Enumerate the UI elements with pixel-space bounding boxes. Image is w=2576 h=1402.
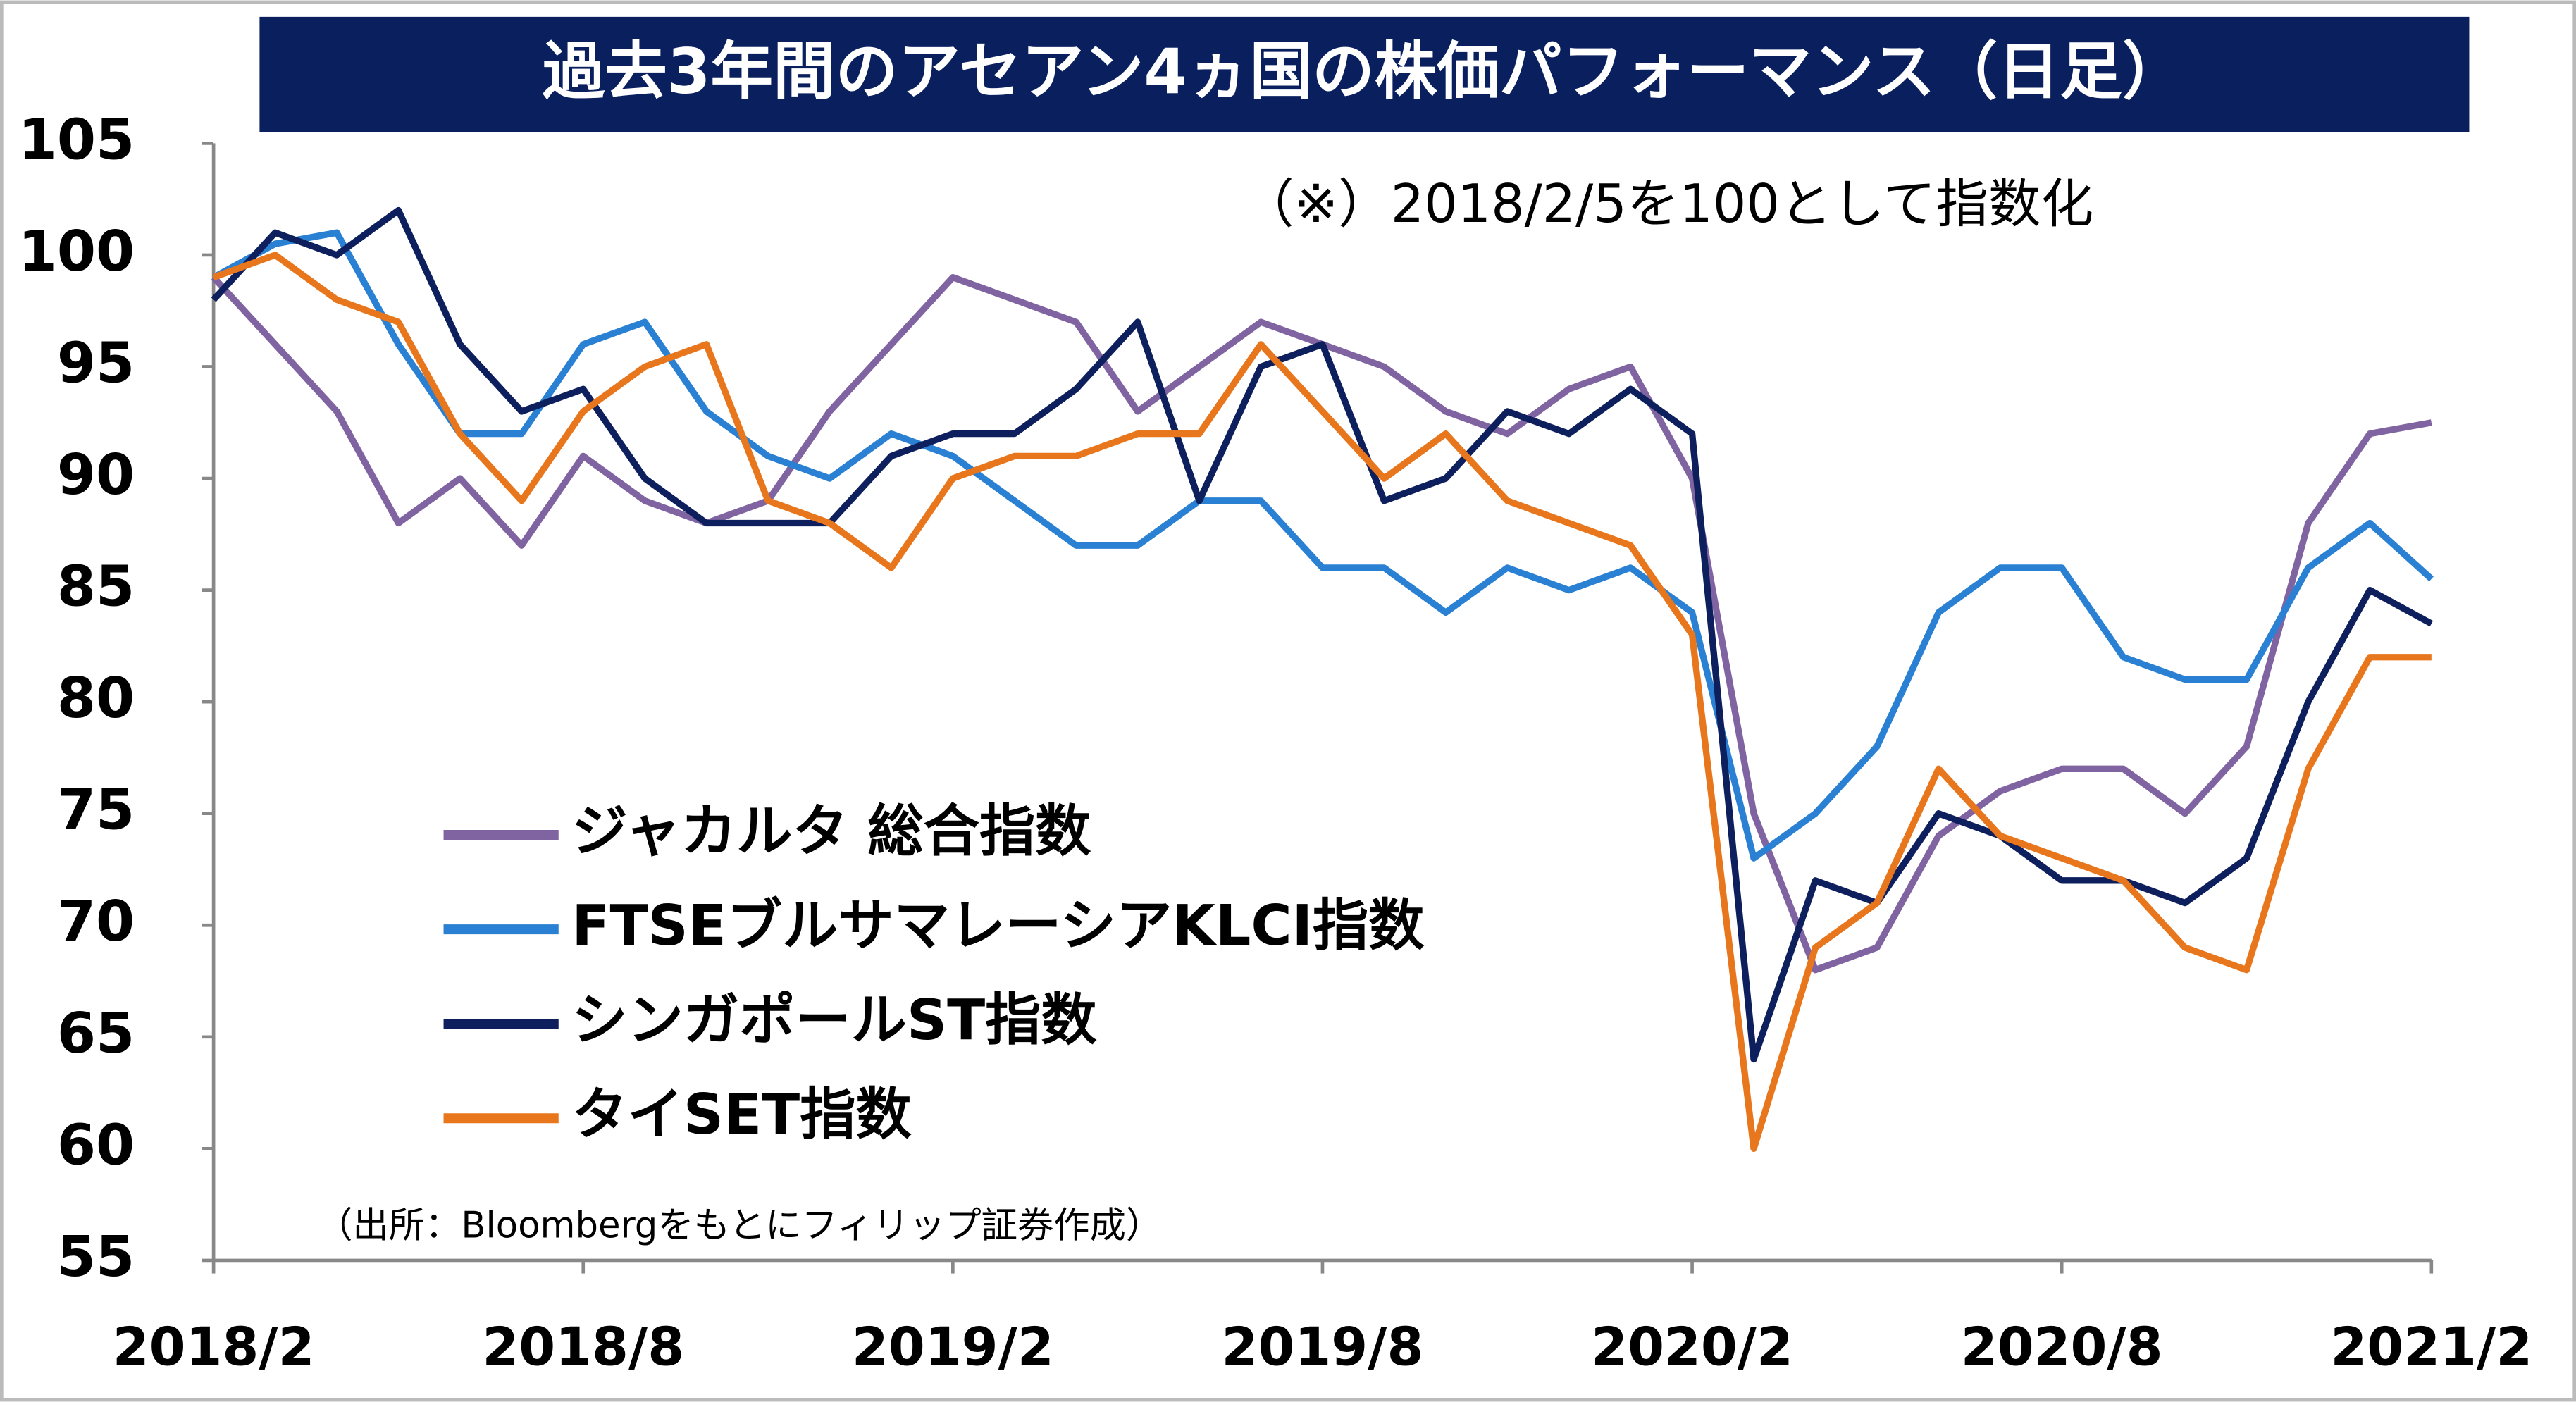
x-tick-label: 2021/2 <box>2330 1317 2532 1378</box>
y-tick-label: 90 <box>57 442 135 507</box>
x-tick-label: 2018/2 <box>113 1317 315 1378</box>
y-tick-label: 80 <box>57 665 135 731</box>
x-tick-label: 2018/8 <box>482 1317 684 1378</box>
source-note: （出所：Bloombergをもとにフィリップ証券作成） <box>316 1204 1162 1246</box>
annotation: （※）2018/2/5を100として指数化 <box>1241 173 2093 235</box>
x-tick-label: 2019/8 <box>1222 1317 1424 1378</box>
y-tick-label: 105 <box>18 106 135 172</box>
legend-label: タイSET指数 <box>571 1081 912 1147</box>
y-tick-label: 60 <box>57 1112 135 1177</box>
series-line <box>212 252 2432 1153</box>
y-tick-label: 100 <box>18 218 135 284</box>
legend-label: シンガポールST指数 <box>571 987 1097 1053</box>
y-tick-label: 55 <box>57 1224 135 1289</box>
x-tick-label: 2019/2 <box>852 1317 1054 1378</box>
chart-title: 過去3年間のアセアン4ヵ国の株価パフォーマンス（日足） <box>543 35 2185 108</box>
series-line <box>211 206 2434 1063</box>
legend-label: FTSEブルサマレーシアKLCI指数 <box>571 893 1425 958</box>
y-tick-label: 70 <box>57 888 135 954</box>
y-tick-label: 75 <box>57 777 135 843</box>
legend-label: ジャカルタ 総合指数 <box>571 798 1091 864</box>
y-tick-label: 65 <box>57 1000 135 1066</box>
title-box <box>259 16 2470 132</box>
y-tick-label: 95 <box>57 330 135 395</box>
x-tick-label: 2020/2 <box>1591 1317 1793 1378</box>
y-tick-label: 85 <box>57 554 135 619</box>
series-line <box>211 229 2434 862</box>
x-tick-label: 2020/8 <box>1961 1317 2163 1378</box>
